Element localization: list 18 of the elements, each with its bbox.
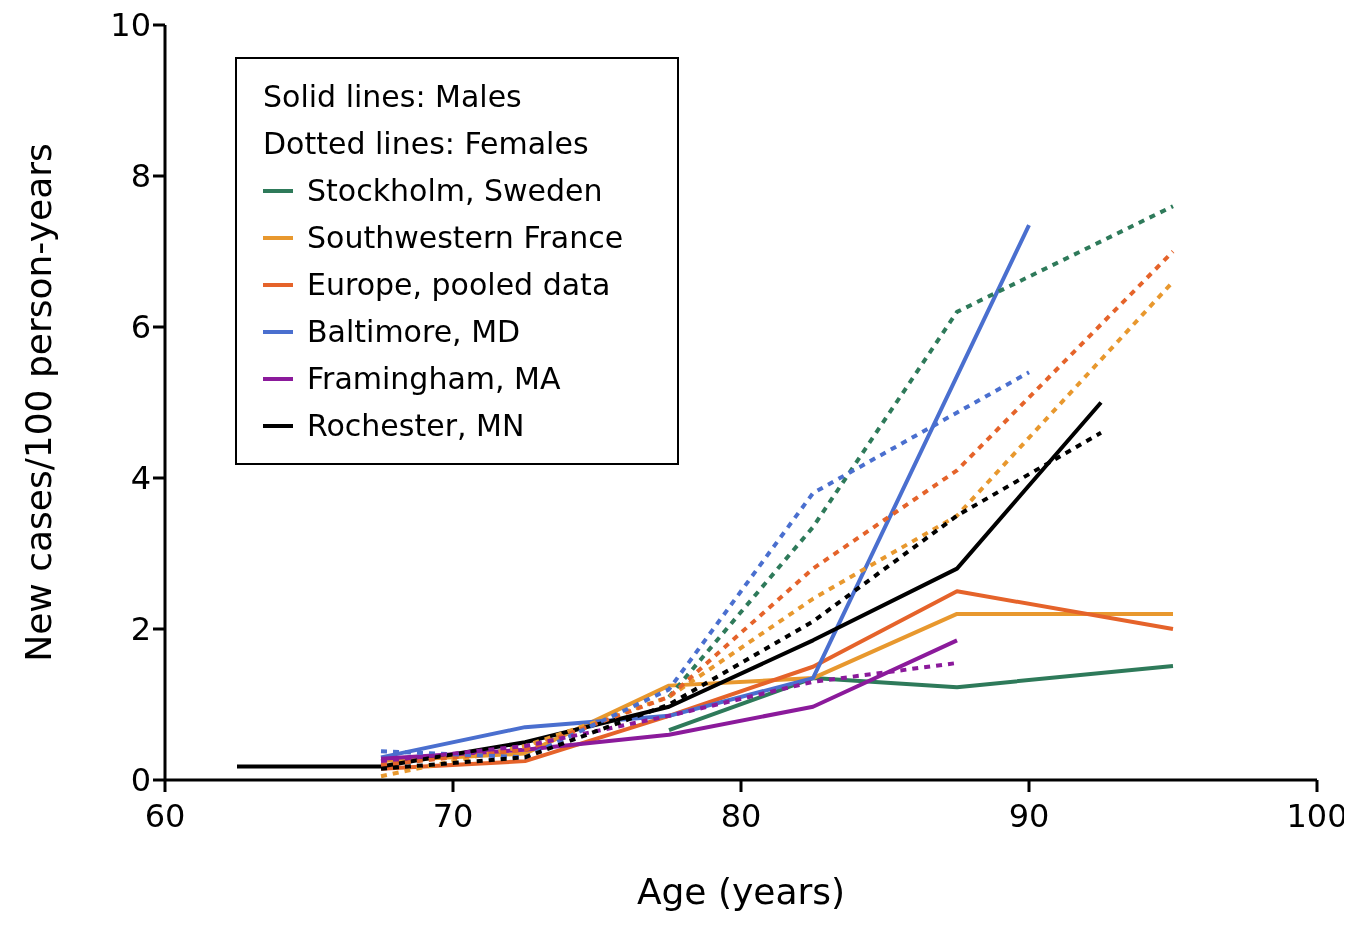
- y-axis-title: New cases/100 person-years: [17, 143, 59, 662]
- legend-label: Europe, pooled data: [307, 266, 611, 304]
- legend-label: Rochester, MN: [307, 407, 525, 445]
- y-tick-label: 4: [130, 459, 151, 498]
- y-tick-label: 6: [130, 308, 151, 347]
- y-tick-label: 2: [130, 610, 151, 649]
- x-axis-title: Age (years): [636, 871, 846, 912]
- y-tick-label: 8: [130, 157, 151, 196]
- legend-label: Southwestern France: [307, 219, 624, 257]
- legend-label: Framingham, MA: [307, 360, 561, 398]
- legend-label: Stockholm, Sweden: [307, 172, 603, 210]
- legend-label: Baltimore, MD: [307, 313, 521, 351]
- line-series: [667, 204, 1175, 699]
- x-tick-label: 80: [720, 796, 762, 835]
- x-tick-label: 90: [1008, 796, 1050, 835]
- legend-title: Solid lines: Males Dotted lines: Females: [263, 78, 590, 163]
- x-tick-label: 70: [432, 796, 474, 835]
- y-tick-label: 10: [110, 6, 151, 45]
